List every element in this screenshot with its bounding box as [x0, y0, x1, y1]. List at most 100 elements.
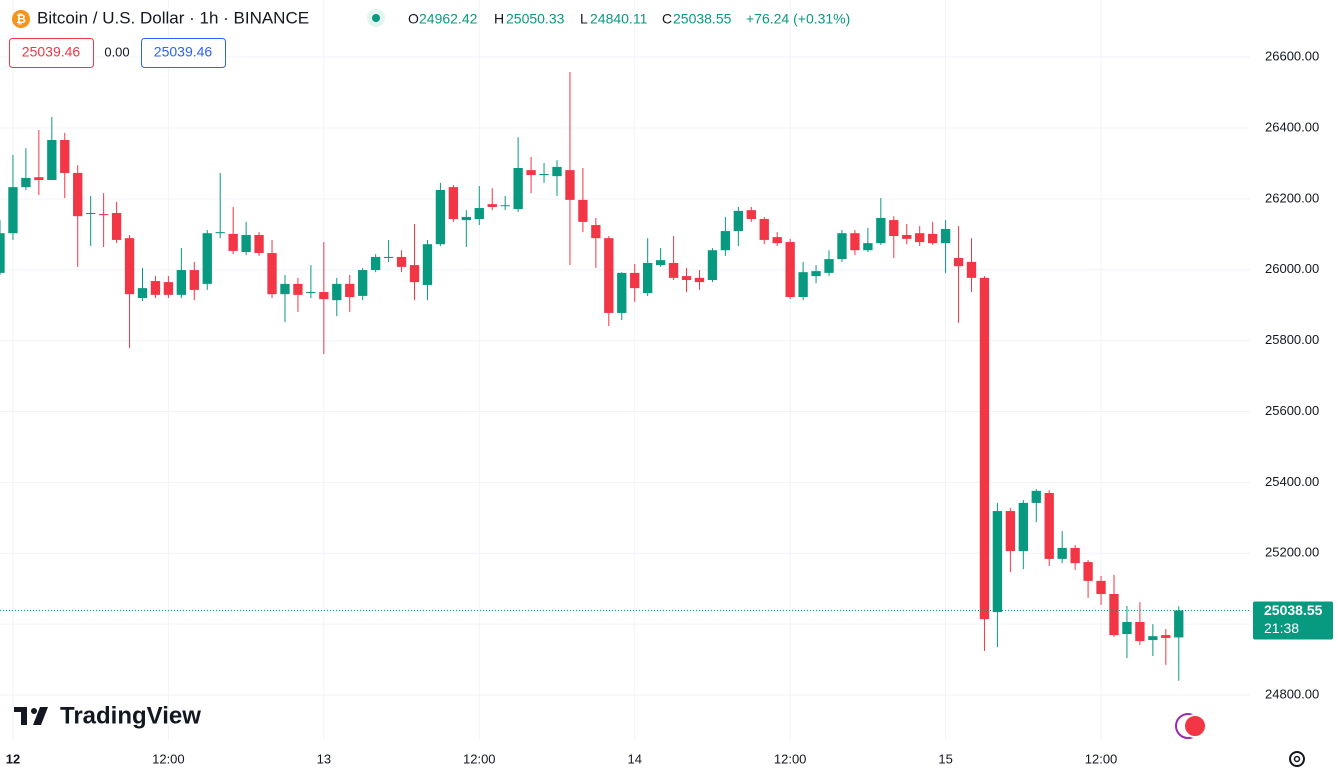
candle-body: [785, 242, 795, 297]
candle-body: [927, 233, 938, 244]
candle-body: [409, 265, 420, 283]
candle-body: [8, 187, 18, 234]
candle-body: [1018, 502, 1028, 552]
candle-body: [1135, 621, 1145, 642]
candle-body: [694, 277, 705, 283]
x-tick-label: 15: [938, 751, 952, 766]
candle-body: [1161, 635, 1171, 638]
candle-body: [630, 272, 640, 289]
ohlc-o-value: 24962.42: [419, 11, 478, 27]
settings-icon[interactable]: [1289, 751, 1305, 767]
candle-body: [1083, 562, 1093, 581]
candle-body: [396, 256, 407, 267]
settings-icon-center: [1293, 755, 1301, 763]
candle-body: [1174, 610, 1184, 638]
symbol-title[interactable]: Bitcoin / U.S. Dollar · 1h · BINANCE: [37, 8, 309, 27]
candle-body: [746, 210, 756, 220]
coin-icon-glyph: ₿: [16, 12, 26, 26]
candle-body: [60, 139, 70, 173]
candle-body: [889, 220, 899, 237]
candle-body: [902, 234, 912, 239]
ohlc-change: +76.24 (+0.31%): [746, 11, 850, 27]
candle-body: [86, 212, 96, 215]
y-tick-label: 24800.00: [1265, 686, 1319, 701]
x-tick-label: 12:00: [774, 751, 807, 766]
spread: 0.00: [104, 44, 129, 59]
candle-body: [1044, 492, 1054, 559]
candle-body: [137, 288, 148, 299]
sell-button[interactable]: [9, 38, 94, 68]
candle-body: [992, 511, 1003, 613]
candle-body: [448, 187, 459, 220]
candle-body: [578, 199, 588, 222]
candle-body: [824, 259, 834, 273]
last-price-label: 25038.55: [1264, 602, 1323, 618]
candle-body: [345, 283, 355, 297]
ohlc-l-label: L: [580, 11, 588, 27]
candle-body: [1148, 636, 1158, 641]
ohlc-h-label: H: [494, 11, 504, 27]
candle-body: [953, 258, 964, 267]
candle-body: [1096, 580, 1106, 594]
candle-body: [228, 233, 238, 251]
coin-icon: [12, 10, 30, 28]
market-status-dot: [372, 14, 380, 22]
candle-body: [681, 276, 692, 280]
candle-body: [435, 189, 446, 245]
candle-body: [915, 233, 925, 243]
candle-body: [306, 292, 316, 294]
candle-body: [863, 243, 873, 251]
candle-body: [73, 172, 83, 217]
candle-body: [604, 238, 614, 313]
y-tick-label: 25200.00: [1265, 545, 1319, 560]
candle-body: [47, 139, 57, 181]
candle-body: [565, 170, 575, 200]
y-tick-label: 25400.00: [1265, 474, 1319, 489]
candle-body: [461, 216, 471, 221]
x-tick-label: 12: [6, 751, 20, 766]
buy-price: 25039.46: [154, 44, 213, 60]
candle-body: [668, 262, 679, 278]
logo-mark: [21, 707, 27, 725]
candle-body: [98, 214, 109, 216]
countdown-label: 21:38: [1264, 620, 1299, 636]
candle-body: [966, 261, 977, 278]
ohlc-o-label: O: [408, 11, 419, 27]
candle-body: [0, 233, 5, 273]
candle-body: [850, 233, 860, 251]
y-tick-label: 25800.00: [1265, 332, 1319, 347]
ohlc-c-label: C: [662, 11, 672, 27]
logo-mark: [14, 707, 27, 712]
x-tick-label: 14: [627, 751, 641, 766]
candle-body: [370, 256, 381, 271]
ohlc-c-value: 25038.55: [673, 11, 732, 27]
candle-body: [474, 208, 484, 220]
candle-body: [358, 270, 368, 296]
candle-body: [293, 283, 303, 295]
candle-body: [1070, 547, 1080, 564]
candle-body: [280, 283, 290, 295]
event-flag-icon[interactable]: [1183, 714, 1207, 738]
candle-body: [772, 237, 782, 244]
y-tick-label: 25600.00: [1265, 403, 1319, 418]
candle-body: [940, 228, 951, 244]
candle-body: [591, 225, 601, 239]
candle-body: [1057, 547, 1067, 559]
candle-body: [319, 292, 329, 300]
candle-body: [655, 260, 666, 266]
candle-body: [526, 170, 536, 176]
buy-button[interactable]: [141, 38, 226, 68]
candle-body: [707, 250, 718, 280]
candle-body: [202, 233, 212, 284]
candle-body: [837, 233, 847, 260]
candle-body: [241, 234, 251, 252]
x-tick-label: 12:00: [463, 751, 496, 766]
candle-body: [124, 238, 135, 295]
candles: [0, 71, 1184, 681]
candle-body: [189, 270, 199, 290]
candle-body: [539, 174, 549, 176]
y-tick-label: 26600.00: [1265, 48, 1319, 63]
candle-body: [811, 271, 821, 277]
last-price-tag: [1253, 601, 1333, 640]
